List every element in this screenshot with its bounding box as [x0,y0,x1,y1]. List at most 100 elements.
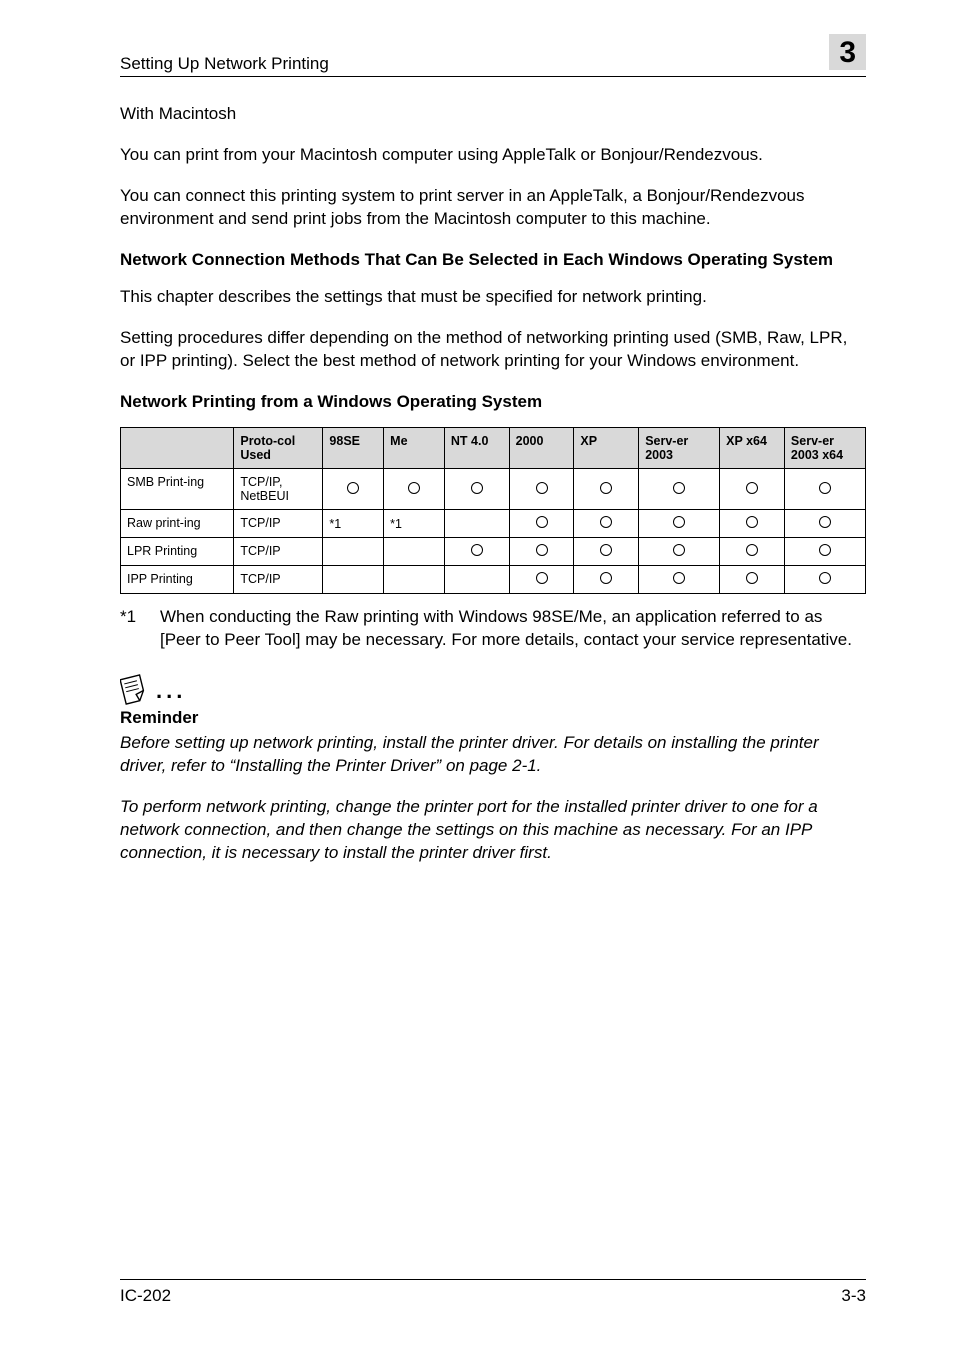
supported-mark-icon [673,544,685,556]
row-protocol: TCP/IP [234,510,323,538]
reminder-dots: ... [156,678,186,703]
network-printing-table: Proto-col Used 98SE Me NT 4.0 2000 XP Se… [120,427,866,594]
row-name: IPP Printing [121,566,234,594]
row-cell [384,566,445,594]
supported-mark-icon [819,516,831,528]
row-cell [509,538,574,566]
footer-right: 3-3 [841,1286,866,1306]
footnote: *1 When conducting the Raw printing with… [120,606,866,652]
row-cell [323,566,384,594]
supported-mark-icon [536,516,548,528]
table-row: IPP PrintingTCP/IP [121,566,866,594]
row-protocol: TCP/IP [234,566,323,594]
th-me: Me [384,428,445,469]
row-cell [384,538,445,566]
supported-mark-icon [746,516,758,528]
header-left-text: Setting Up Network Printing [120,54,329,74]
reminder-block: ... Reminder Before setting up network p… [120,674,866,865]
th-blank [121,428,234,469]
supported-mark-icon [673,482,685,494]
row-cell [639,538,720,566]
footer-left: IC-202 [120,1286,171,1306]
chapter-number: 3 [829,34,866,70]
row-cell [509,566,574,594]
table-row: SMB Print-ingTCP/IP, NetBEUI [121,469,866,510]
reminder-label: Reminder [120,708,866,728]
supported-mark-icon [536,572,548,584]
th-2000: 2000 [509,428,574,469]
section-a-p1: This chapter describes the settings that… [120,286,866,309]
supported-mark-icon [746,544,758,556]
footnote-key: *1 [120,606,160,652]
row-cell [574,510,639,538]
th-server2003: Serv-er 2003 [639,428,720,469]
supported-mark-icon [600,516,612,528]
row-protocol: TCP/IP, NetBEUI [234,469,323,510]
th-xpx64: XP x64 [720,428,785,469]
supported-mark-icon [600,572,612,584]
row-cell: *1 [384,510,445,538]
th-server2003x64: Serv-er 2003 x64 [784,428,865,469]
table-row: Raw print-ingTCP/IP*1*1 [121,510,866,538]
th-nt40: NT 4.0 [444,428,509,469]
row-protocol: TCP/IP [234,538,323,566]
table-row: LPR PrintingTCP/IP [121,538,866,566]
section-b-title: Network Printing from a Windows Operatin… [120,391,866,414]
supported-mark-icon [471,544,483,556]
row-cell [323,538,384,566]
section-a-title: Network Connection Methods That Can Be S… [120,249,866,272]
supported-mark-icon [746,482,758,494]
row-cell [784,538,865,566]
supported-mark-icon [673,516,685,528]
row-cell [384,469,445,510]
reminder-p1: Before setting up network printing, inst… [120,732,866,778]
th-98se: 98SE [323,428,384,469]
row-cell [444,566,509,594]
table-header-row: Proto-col Used 98SE Me NT 4.0 2000 XP Se… [121,428,866,469]
supported-mark-icon [600,544,612,556]
row-cell [444,538,509,566]
supported-mark-icon [746,572,758,584]
reminder-p2: To perform network printing, change the … [120,796,866,865]
supported-mark-icon [347,482,359,494]
row-cell [784,469,865,510]
row-cell [784,566,865,594]
with-macintosh-heading: With Macintosh [120,103,866,126]
row-name: SMB Print-ing [121,469,234,510]
supported-mark-icon [471,482,483,494]
row-cell [639,566,720,594]
supported-mark-icon [819,482,831,494]
supported-mark-icon [600,482,612,494]
th-protocol: Proto-col Used [234,428,323,469]
row-cell [720,510,785,538]
section-a-p2: Setting procedures differ depending on t… [120,327,866,373]
row-cell [509,469,574,510]
page-footer: IC-202 3-3 [120,1279,866,1306]
row-cell [784,510,865,538]
row-cell [574,469,639,510]
intro-paragraph-1: You can print from your Macintosh comput… [120,144,866,167]
row-name: LPR Printing [121,538,234,566]
row-cell [574,566,639,594]
row-cell [444,510,509,538]
reminder-icon-row: ... [120,674,866,706]
row-cell [509,510,574,538]
row-cell [639,469,720,510]
footnote-text: When conducting the Raw printing with Wi… [160,606,866,652]
supported-mark-icon [819,544,831,556]
intro-paragraph-2: You can connect this printing system to … [120,185,866,231]
supported-mark-icon [536,544,548,556]
th-xp: XP [574,428,639,469]
row-cell [720,538,785,566]
row-cell [720,566,785,594]
row-cell [639,510,720,538]
page-header: Setting Up Network Printing 3 [120,54,866,77]
supported-mark-icon [408,482,420,494]
row-cell [444,469,509,510]
supported-mark-icon [819,572,831,584]
row-cell [323,469,384,510]
supported-mark-icon [673,572,685,584]
row-cell [574,538,639,566]
row-cell [720,469,785,510]
row-cell: *1 [323,510,384,538]
